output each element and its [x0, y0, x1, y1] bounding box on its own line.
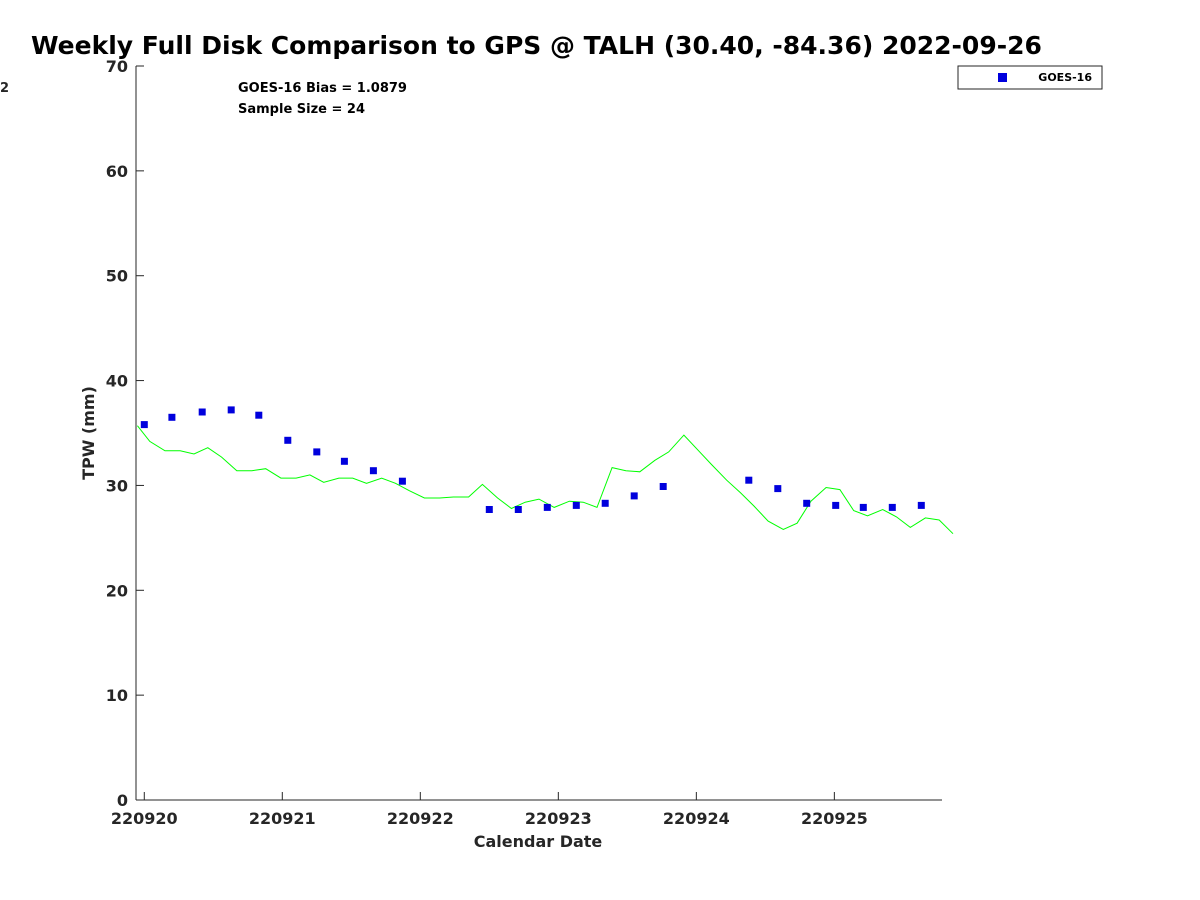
- x-tick-label: 220925: [801, 809, 868, 828]
- x-tick-label: 220924: [663, 809, 730, 828]
- goes-16-point: [745, 476, 753, 484]
- y-tick-label: 20: [106, 581, 128, 600]
- goes-16-point: [227, 406, 235, 414]
- goes-16-point: [255, 411, 263, 419]
- left-edge-fragment: 2: [0, 81, 9, 96]
- y-tick-label: 50: [106, 267, 128, 286]
- y-axis-label: TPW (mm): [79, 386, 98, 480]
- goes-16-point: [398, 477, 406, 485]
- x-tick-label: 220923: [525, 809, 592, 828]
- goes-16-point: [774, 485, 782, 493]
- goes-16-point: [630, 492, 638, 500]
- x-axis-label: Calendar Date: [474, 832, 603, 851]
- x-tick-label: 220920: [111, 809, 178, 828]
- legend-label-goes-16: GOES-16: [1038, 71, 1092, 84]
- goes-16-point: [917, 501, 925, 509]
- x-tick-label: 220921: [249, 809, 316, 828]
- y-ticks: 0 10 20 30 40 50 60 70: [106, 57, 144, 810]
- legend-marker-goes-16: [998, 73, 1007, 82]
- goes-16-point: [888, 503, 896, 511]
- bias-annotation: GOES-16 Bias = 1.0879: [238, 81, 407, 96]
- goes-16-point: [313, 448, 321, 456]
- goes-16-point: [514, 506, 522, 513]
- axes: 0 10 20 30 40 50 60 70 220920 220921 220922 220923…: [106, 57, 942, 828]
- goes-16-point: [543, 503, 551, 511]
- goes-16-point: [284, 436, 292, 444]
- goes-16-marker-series: [140, 406, 925, 513]
- legend: GOES-16: [957, 65, 1103, 90]
- goes-16-point: [803, 499, 811, 507]
- sample-size-annotation: Sample Size = 24: [238, 102, 365, 117]
- y-tick-label: 70: [106, 57, 128, 76]
- legend-box: [957, 65, 1103, 90]
- y-tick-label: 30: [106, 476, 128, 495]
- gps-line: [137, 425, 954, 535]
- goes-16-point: [572, 501, 580, 509]
- goes-16-point: [340, 457, 348, 465]
- gps-line-series: [137, 425, 954, 535]
- goes-16-point: [369, 467, 377, 475]
- goes-16-point: [832, 501, 840, 509]
- goes-16-point: [168, 413, 176, 421]
- x-ticks: 220920 220921 220922 220923 220924 220925: [111, 792, 868, 828]
- x-tick-label: 220922: [387, 809, 454, 828]
- goes-16-point: [601, 499, 609, 507]
- y-tick-label: 10: [106, 686, 128, 705]
- y-tick-label: 40: [106, 372, 128, 391]
- goes-16-point: [198, 408, 206, 416]
- plot-area: [137, 406, 954, 535]
- y-tick-label: 60: [106, 162, 128, 181]
- chart-title: Weekly Full Disk Comparison to GPS @ TAL…: [31, 31, 1042, 60]
- y-tick-label: 0: [117, 791, 128, 810]
- goes-16-point: [140, 421, 148, 429]
- goes-16-point: [659, 483, 667, 490]
- goes-16-point: [859, 503, 867, 511]
- goes-16-point: [485, 506, 493, 513]
